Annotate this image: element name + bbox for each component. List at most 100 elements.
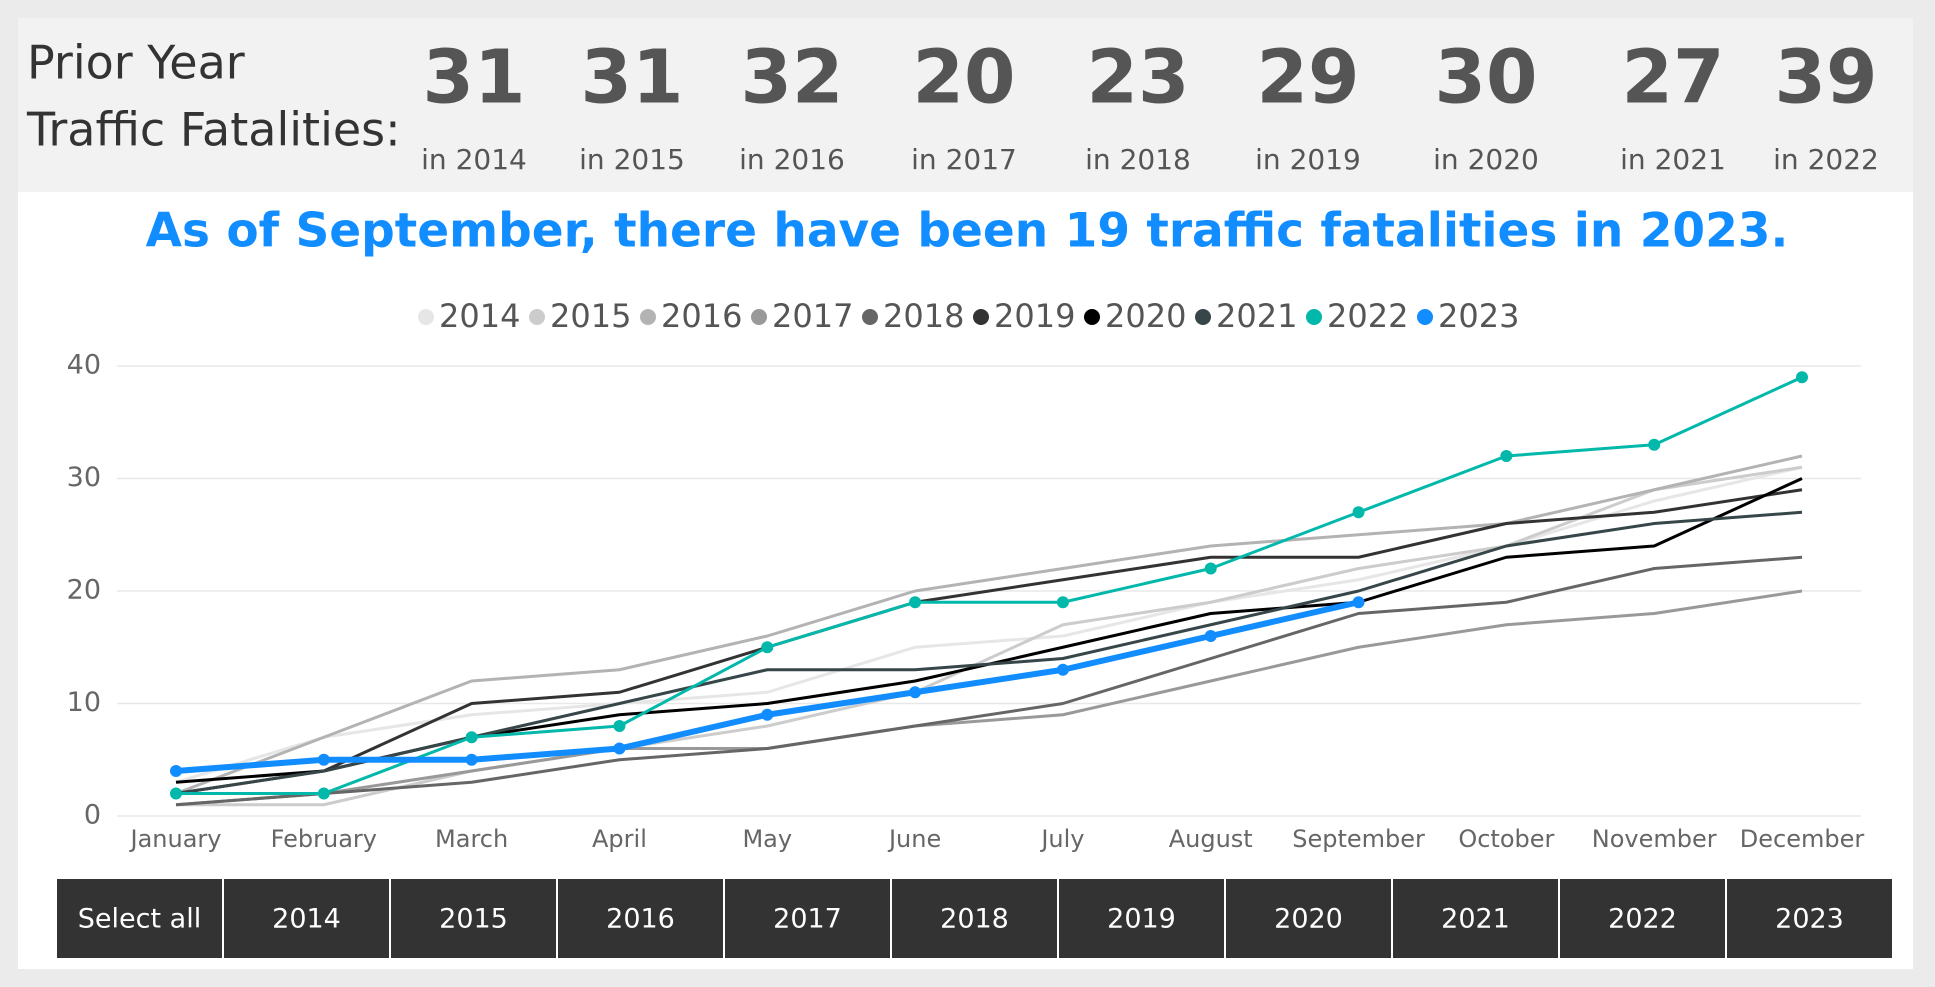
slicer-button-label[interactable]: 2016 xyxy=(606,904,675,935)
slicer-button-label[interactable]: 2022 xyxy=(1608,904,1677,935)
y-tick-label: 20 xyxy=(67,575,101,606)
legend-marker xyxy=(529,309,545,325)
x-tick-label: October xyxy=(1458,825,1554,853)
kpi-value: 31 xyxy=(423,35,526,121)
x-tick-label: March xyxy=(435,825,508,853)
data-point xyxy=(613,742,626,755)
slicer-button-label[interactable]: 2014 xyxy=(272,904,341,935)
data-point xyxy=(1056,663,1069,676)
legend-label: 2023 xyxy=(1438,297,1519,335)
legend-label: 2019 xyxy=(994,297,1075,335)
slicer-button-label[interactable]: 2018 xyxy=(940,904,1009,935)
data-point xyxy=(317,753,330,766)
slicer-button[interactable] xyxy=(391,879,556,958)
x-tick-label: December xyxy=(1740,825,1865,853)
chart-title: As of September, there have been 19 traf… xyxy=(146,204,1789,259)
legend-label: 2017 xyxy=(772,297,853,335)
x-tick-label: February xyxy=(271,825,377,853)
data-point xyxy=(1352,596,1365,609)
data-point xyxy=(909,686,922,699)
slicer-button[interactable] xyxy=(1393,879,1558,958)
slicer-button-label[interactable]: 2023 xyxy=(1775,904,1844,935)
slicer-button[interactable] xyxy=(1059,879,1224,958)
y-tick-label: 0 xyxy=(84,800,101,831)
y-tick-label: 40 xyxy=(67,350,101,381)
legend-marker xyxy=(1306,309,1322,325)
kpi-label: in 2015 xyxy=(579,143,685,176)
legend-marker xyxy=(1084,309,1100,325)
slicer-button[interactable] xyxy=(1226,879,1391,958)
legend-label: 2014 xyxy=(439,297,520,335)
x-tick-label: April xyxy=(592,825,647,853)
legend-marker xyxy=(1195,309,1211,325)
slicer-button[interactable] xyxy=(892,879,1057,958)
series-line xyxy=(175,465,1803,784)
kpi-label: in 2016 xyxy=(739,143,845,176)
series-line xyxy=(176,465,1803,807)
x-tick-label: June xyxy=(887,825,941,853)
kpi-label: in 2019 xyxy=(1255,143,1361,176)
legend-label: 2018 xyxy=(883,297,964,335)
series-line xyxy=(175,454,1803,795)
data-point xyxy=(613,720,626,732)
x-tick-label: January xyxy=(129,825,222,853)
slicer-button[interactable] xyxy=(725,879,890,958)
x-tick-label: August xyxy=(1169,825,1253,853)
data-point xyxy=(1204,562,1217,575)
kpi-label: in 2014 xyxy=(421,143,527,176)
series-line xyxy=(175,488,1803,795)
legend-label: 2021 xyxy=(1216,297,1297,335)
kpi-label: in 2020 xyxy=(1433,143,1539,176)
legend-marker xyxy=(751,309,767,325)
slicer-button[interactable] xyxy=(224,879,389,958)
kpi-value: 32 xyxy=(741,35,844,121)
slicer-button-label[interactable]: 2020 xyxy=(1274,904,1343,935)
kpi-value: 23 xyxy=(1087,35,1190,121)
data-point xyxy=(317,787,330,800)
slicer-button[interactable] xyxy=(1727,879,1892,958)
x-tick-label: November xyxy=(1592,825,1717,853)
data-point xyxy=(465,753,478,766)
kpi-value: 30 xyxy=(1435,35,1538,121)
data-point xyxy=(465,731,478,744)
data-point xyxy=(1796,371,1808,384)
kpi-value: 39 xyxy=(1775,35,1878,121)
slicer-button[interactable] xyxy=(558,879,723,958)
slicer-button-label[interactable]: 2015 xyxy=(439,904,508,935)
data-point xyxy=(909,596,922,609)
legend-marker xyxy=(973,309,989,325)
kpi-label: in 2017 xyxy=(911,143,1017,176)
data-point xyxy=(170,787,182,800)
data-point xyxy=(761,708,774,721)
legend-marker xyxy=(640,309,656,325)
slicer-button[interactable] xyxy=(57,879,222,958)
data-point xyxy=(1204,630,1217,642)
header-panel xyxy=(18,18,1913,192)
kpi-label: in 2021 xyxy=(1620,143,1726,176)
data-point xyxy=(1352,506,1365,519)
series-line xyxy=(175,510,1803,795)
legend-marker xyxy=(862,309,878,325)
header-label: Prior Year xyxy=(27,36,245,90)
y-tick-label: 30 xyxy=(67,462,101,493)
slicer-button-label[interactable]: 2019 xyxy=(1107,904,1176,935)
series-line xyxy=(176,375,1803,795)
slicer-button-label[interactable]: 2017 xyxy=(773,904,842,935)
legend-label: 2020 xyxy=(1105,297,1186,335)
kpi-label: in 2022 xyxy=(1773,143,1879,176)
x-tick-label: September xyxy=(1292,825,1425,853)
slicer-button-label[interactable]: 2021 xyxy=(1441,904,1510,935)
legend-label: 2022 xyxy=(1327,297,1408,335)
header-label: Traffic Fatalities: xyxy=(26,103,401,157)
data-point xyxy=(1648,438,1661,451)
slicer-button[interactable] xyxy=(1560,879,1725,958)
kpi-label: in 2018 xyxy=(1085,143,1191,176)
y-tick-label: 10 xyxy=(67,687,101,718)
slicer-button-label[interactable]: Select all xyxy=(78,904,201,935)
legend-label: 2015 xyxy=(550,297,631,335)
legend-label: 2016 xyxy=(661,297,742,335)
data-point xyxy=(1056,596,1069,609)
series-line xyxy=(175,555,1803,807)
legend-marker xyxy=(418,309,434,325)
